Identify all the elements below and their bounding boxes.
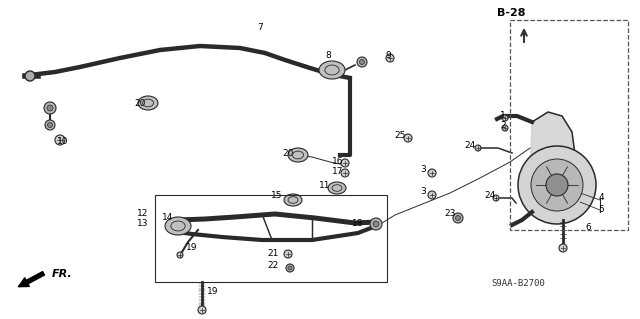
Circle shape [531,159,583,211]
Text: 4: 4 [598,194,604,203]
Text: 19: 19 [186,243,198,253]
Circle shape [559,244,567,252]
Ellipse shape [288,148,308,162]
Text: 22: 22 [268,261,278,270]
Circle shape [341,159,349,167]
Text: 2: 2 [500,122,506,130]
Circle shape [475,145,481,151]
Circle shape [428,169,436,177]
Circle shape [286,264,294,272]
Circle shape [493,195,499,201]
Text: B-28: B-28 [497,8,525,18]
Circle shape [288,266,292,270]
Circle shape [386,54,394,62]
Text: 16: 16 [332,157,344,166]
Circle shape [404,134,412,142]
Bar [510,20,628,230]
Circle shape [360,60,365,64]
Text: 24: 24 [484,191,495,201]
Text: 10: 10 [57,137,68,146]
Text: 9: 9 [385,51,391,61]
Circle shape [47,122,52,128]
Text: S9AA-B2700: S9AA-B2700 [491,278,545,287]
Polygon shape [530,112,576,213]
Circle shape [546,174,568,196]
Text: 20: 20 [134,99,146,108]
Circle shape [284,250,292,258]
Ellipse shape [319,61,345,79]
Circle shape [357,57,367,67]
Text: 24: 24 [465,140,476,150]
Text: 21: 21 [268,249,278,257]
Circle shape [502,115,508,121]
Circle shape [25,71,35,81]
Text: 20: 20 [282,149,294,158]
Circle shape [502,125,508,131]
Text: 12: 12 [138,209,148,218]
Text: 23: 23 [444,209,456,218]
Text: 14: 14 [163,213,173,222]
Circle shape [370,218,382,230]
Text: 5: 5 [598,204,604,213]
Ellipse shape [328,182,346,194]
Text: 3: 3 [420,188,426,197]
Text: 17: 17 [332,167,344,176]
Circle shape [456,216,461,220]
Bar [155,195,387,282]
Circle shape [341,169,349,177]
Text: 15: 15 [271,191,283,201]
Circle shape [198,306,206,314]
Circle shape [47,105,53,111]
Text: 11: 11 [319,182,331,190]
Text: 6: 6 [585,224,591,233]
Ellipse shape [165,217,191,235]
Ellipse shape [138,96,158,110]
Circle shape [428,191,436,199]
Ellipse shape [284,194,302,206]
Circle shape [453,213,463,223]
Text: 8: 8 [325,51,331,61]
Text: 13: 13 [137,219,148,228]
Circle shape [373,221,379,227]
Circle shape [55,135,65,145]
Text: 1: 1 [500,110,506,120]
Text: FR.: FR. [52,269,73,279]
Text: 19: 19 [207,287,219,296]
Circle shape [177,252,183,258]
Circle shape [518,146,596,224]
Text: 7: 7 [257,23,263,32]
Circle shape [45,120,55,130]
Text: 18: 18 [352,219,364,227]
Text: 3: 3 [420,166,426,174]
Text: 25: 25 [394,131,406,140]
Circle shape [44,102,56,114]
